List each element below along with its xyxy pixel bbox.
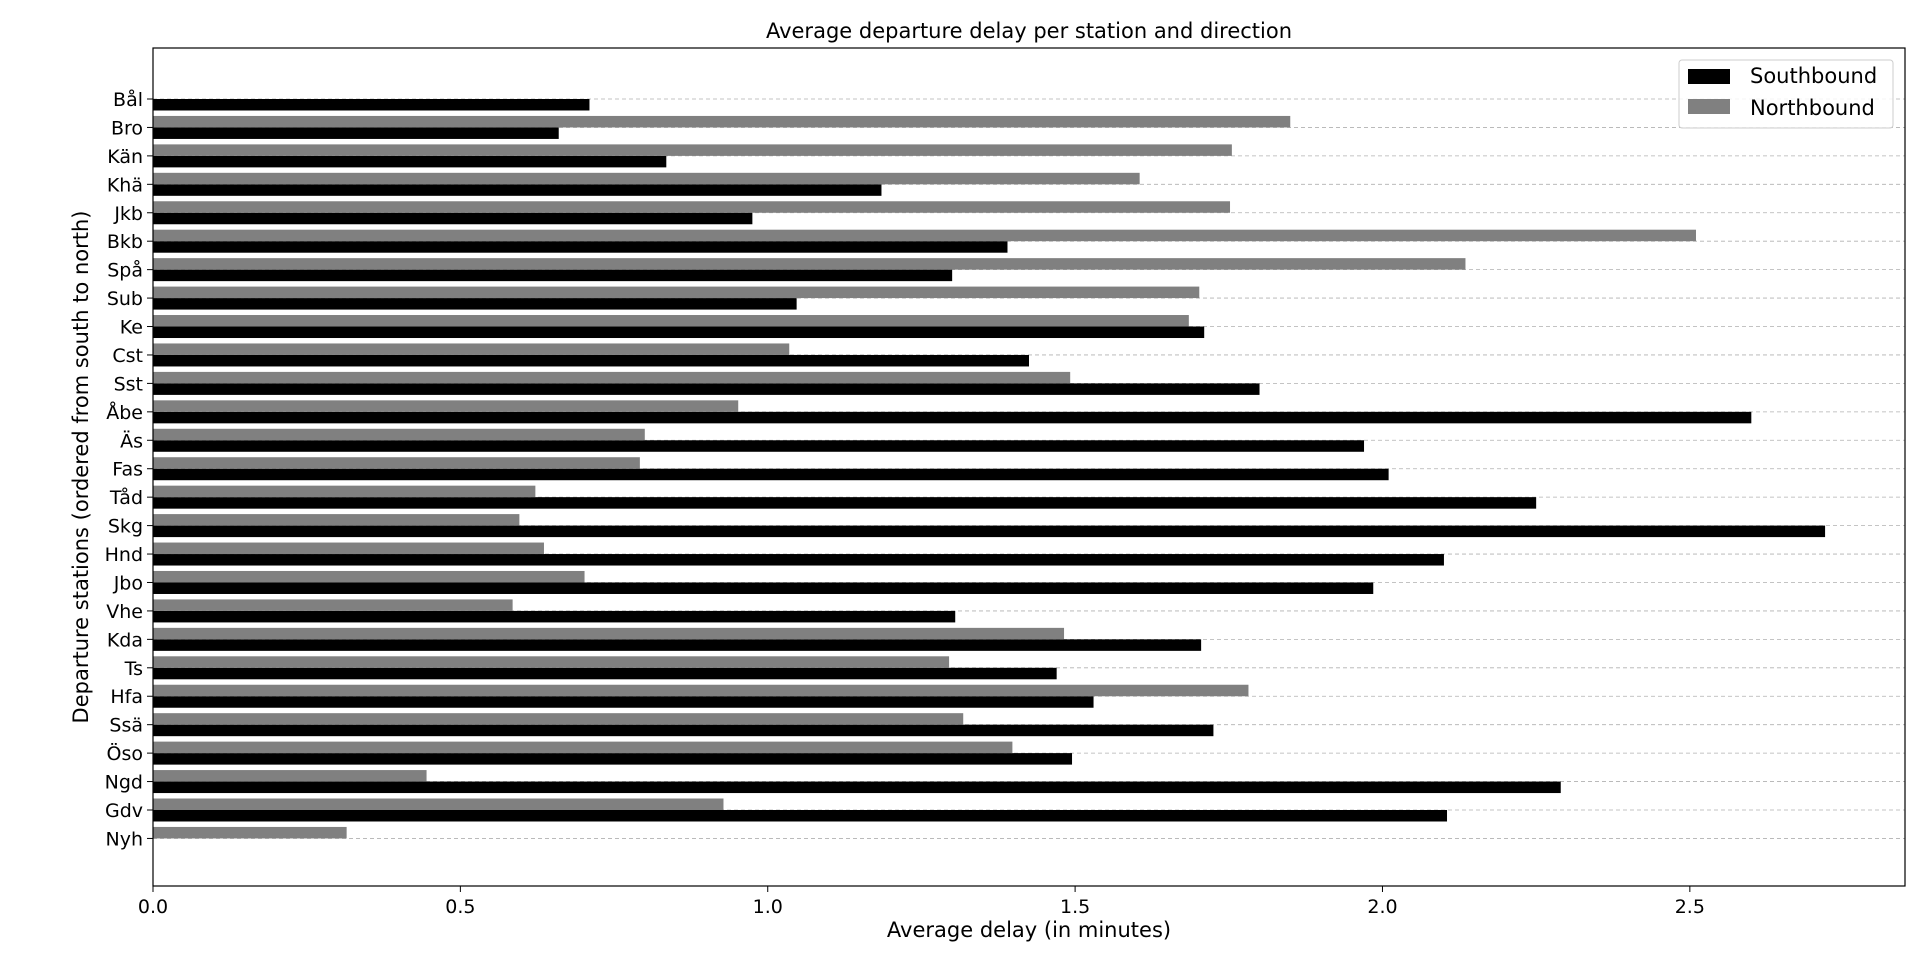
bar-northbound-Öso: [153, 741, 1013, 754]
bar-southbound-Sst: [153, 383, 1260, 395]
x-axis-ticks: 0.0 0.5 1.0 1.5 2.0 2.5: [138, 886, 1705, 918]
bar-southbound-Fas: [153, 468, 1389, 481]
bar-northbound-Hfa: [153, 684, 1249, 697]
x-tick-label: 0.0: [138, 896, 168, 918]
bar-southbound-Tåd: [153, 497, 1537, 509]
bar-southbound-Åbe: [153, 411, 1752, 424]
bar-northbound-Sst: [153, 371, 1071, 384]
y-tick-label: Spå: [107, 259, 143, 282]
bar-northbound-Gdv: [153, 798, 724, 810]
y-tick-label: Nyh: [106, 828, 144, 850]
x-tick-label: 0.5: [445, 896, 475, 918]
bar-southbound-Gdv: [153, 810, 1448, 822]
bar-southbound-Vhe: [153, 610, 956, 623]
y-tick-label: Fas: [112, 459, 143, 481]
bar-northbound-Ssä: [153, 713, 964, 725]
bar-southbound-Bkb: [153, 241, 1008, 253]
legend-swatch-southbound: [1688, 69, 1730, 84]
bar-southbound-Khä: [153, 184, 882, 196]
bar-southbound-Hnd: [153, 554, 1444, 566]
y-tick-label: Bkb: [107, 231, 143, 253]
bar-northbound-Sub: [153, 286, 1200, 299]
y-tick-label: Äs: [120, 429, 143, 452]
bar-northbound-Spå: [153, 258, 1466, 270]
x-axis-label: Average delay (in minutes): [887, 918, 1171, 942]
bar-northbound-Kda: [153, 627, 1065, 640]
bar-southbound-Ke: [153, 326, 1205, 339]
y-tick-label: Kda: [107, 629, 143, 651]
bar-northbound-Bro: [153, 115, 1291, 128]
y-axis-label: Departure stations (ordered from south t…: [69, 211, 93, 724]
legend-label-northbound: Northbound: [1750, 96, 1875, 120]
x-tick-label: 2.0: [1367, 896, 1397, 918]
bar-northbound-Khä: [153, 172, 1140, 185]
bar-northbound-Bkb: [153, 229, 1696, 242]
bar-southbound-Ngd: [153, 781, 1561, 794]
y-tick-label: Tåd: [109, 486, 143, 509]
y-tick-label: Ke: [120, 317, 143, 339]
legend-swatch-northbound: [1688, 99, 1730, 114]
y-tick-label: Ts: [124, 658, 143, 680]
bar-southbound-Sub: [153, 298, 797, 310]
y-tick-label: Öso: [107, 742, 143, 765]
x-tick-label: 1.5: [1060, 896, 1090, 918]
y-tick-label: Gdv: [105, 800, 143, 822]
bars: [153, 99, 1826, 839]
bar-northbound-Nyh: [153, 826, 347, 839]
plot-frame: [152, 47, 1906, 887]
bar-southbound-Äs: [153, 440, 1365, 452]
bar-northbound-Åbe: [153, 400, 739, 412]
y-tick-label: Hfa: [110, 686, 143, 708]
y-tick-label: Khä: [107, 174, 143, 196]
bar-southbound-Spå: [153, 269, 953, 282]
bar-southbound-Skg: [153, 525, 1826, 538]
bar-northbound-Jkb: [153, 201, 1231, 213]
y-tick-label: Sub: [107, 288, 143, 310]
bar-northbound-Ke: [153, 315, 1189, 327]
bar-southbound-Kda: [153, 639, 1202, 651]
bar-southbound-Öso: [153, 753, 1073, 765]
bar-northbound-Skg: [153, 514, 520, 526]
bar-southbound-Kän: [153, 155, 667, 168]
y-tick-label: Vhe: [106, 601, 143, 623]
chart-title: Average departure delay per station and …: [766, 19, 1292, 43]
bar-southbound-Bål: [153, 99, 590, 111]
bar-northbound-Vhe: [153, 599, 513, 611]
y-axis-ticks: Bål Bro Kän Khä Jkb Bkb Spå Sub Ke Cst Sst Åbe Äs Fas…: [105, 88, 153, 850]
bar-northbound-Jbo: [153, 570, 585, 583]
bar-northbound-Ts: [153, 656, 950, 668]
bar-southbound-Jbo: [153, 582, 1374, 594]
legend-frame: [1678, 59, 1894, 129]
bar-southbound-Ts: [153, 667, 1057, 680]
y-tick-label: Bål: [113, 88, 143, 111]
y-tick-label: Bro: [111, 117, 143, 139]
bar-southbound-Hfa: [153, 696, 1094, 708]
legend-label-southbound: Southbound: [1750, 64, 1877, 88]
x-tick-label: 1.0: [753, 896, 783, 918]
x-tick-label: 2.5: [1675, 896, 1705, 918]
bar-northbound-Hnd: [153, 542, 544, 555]
y-tick-label: Kän: [107, 146, 143, 168]
bar-southbound-Bro: [153, 127, 559, 139]
y-tick-label: Cst: [112, 345, 143, 367]
y-tick-label: Sst: [114, 373, 143, 395]
bar-northbound-Tåd: [153, 485, 536, 498]
bar-northbound-Kän: [153, 144, 1232, 156]
y-tick-label: Jbo: [113, 572, 143, 594]
bar-northbound-Ngd: [153, 770, 427, 782]
y-tick-label: Ssä: [109, 715, 143, 737]
y-tick-label: Skg: [108, 516, 143, 538]
bar-northbound-Fas: [153, 457, 640, 469]
y-tick-label: Åbe: [106, 401, 143, 424]
bar-northbound-Cst: [153, 343, 790, 355]
bar-southbound-Cst: [153, 354, 1029, 367]
y-tick-label: Jkb: [113, 203, 143, 225]
bar-southbound-Ssä: [153, 724, 1214, 737]
y-tick-label: Hnd: [105, 544, 143, 566]
bar-northbound-Äs: [153, 428, 645, 441]
bar-southbound-Jkb: [153, 212, 753, 225]
legend: Southbound Northbound: [1678, 59, 1894, 129]
y-tick-label: Ngd: [105, 772, 143, 794]
